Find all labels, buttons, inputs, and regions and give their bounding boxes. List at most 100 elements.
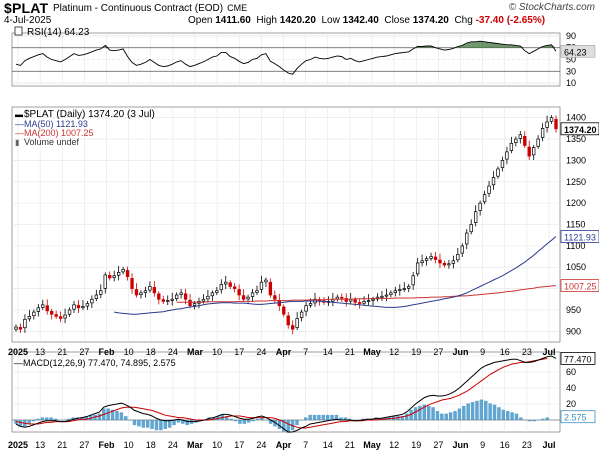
price-candle-body [134,289,139,296]
x-tick-label-bottom: 10 [212,440,222,450]
x-tick-label-mid: 16 [500,347,510,357]
price-candle-body [157,293,161,300]
macd-histogram-bar [62,420,67,421]
x-tick-label-bottom: 10 [124,440,134,450]
price-candle-body [465,232,469,245]
price-candle-body [286,315,290,326]
price-candle-body [148,286,152,291]
x-tick-label-bottom: 18 [146,440,156,450]
x-tick-label-bottom: 21 [345,440,355,450]
price-candle-body [192,303,197,306]
price-candle-body [447,263,451,266]
x-tick-label-mid: May [363,347,381,357]
price-candle-body [402,288,406,290]
macd-histogram-bar [479,399,484,420]
close-label: Close [384,15,410,26]
macd-histogram-bar [545,417,549,420]
macd-histogram-bar [299,420,304,421]
price-candle-body [340,296,344,299]
macd-histogram-bar [440,413,444,420]
price-candle-body [255,290,259,293]
x-tick-label-bottom: 13 [35,440,45,450]
price-candle-body [429,256,433,259]
macd-histogram-bar [536,420,541,421]
x-tick-label-bottom: May [363,440,381,450]
macd-histogram-bar [88,414,93,420]
price-y-tick: 1400 [566,113,586,123]
macd-histogram-bar [321,414,326,420]
rsi-overbought-fill [475,41,481,48]
price-candle-body [215,290,219,293]
price-candle-body [94,294,99,299]
price-candle-body [523,136,527,146]
quote-summary: Open 1411.60 High 1420.20 Low 1342.40 Cl… [188,15,545,26]
x-tick-label-bottom: 23 [522,440,532,450]
chg-label: Chg [454,15,473,26]
price-candle-body [76,304,81,309]
macd-histogram-bar [137,420,141,427]
macd-histogram-bar [532,420,536,422]
price-candle-body [161,299,165,302]
rsi-overbought-fill [471,41,476,48]
x-tick-label-mid: 24 [168,347,178,357]
macd-histogram-bar [352,420,356,421]
x-tick-label-mid: Jul [542,347,555,357]
price-candle-body [232,286,237,289]
low-label: Low [321,15,340,26]
price-candle-body [424,258,429,261]
x-tick-label-bottom: 27 [79,440,89,450]
price-candle-body [487,185,491,194]
rsi-overbought-fill [466,41,472,48]
x-tick-label-bottom: 24 [168,440,178,450]
rsi-legend-swatch [14,26,23,36]
rsi-overbought-fill [489,42,494,48]
price-candle-body [36,307,40,312]
price-candle-body [451,260,456,264]
price-candle-body [41,304,45,308]
x-tick-label-mid: Apr [276,347,292,357]
price-candle-body [14,326,18,330]
macd-histogram-bar [400,416,405,420]
price-candle-body [121,269,125,273]
price-y-tick: 900 [566,326,581,336]
macd-histogram-bar [172,420,176,426]
macd-histogram-bar [251,420,255,422]
price-candle-body [50,310,54,315]
macd-histogram-bar [27,420,31,424]
x-tick-label-mid: 19 [411,347,421,357]
price-candle-body [63,314,67,319]
x-tick-label-mid: Mar [187,347,204,357]
rsi-overbought-fill [484,41,490,48]
price-candle-body [438,259,442,264]
ma200-value-tag-text: 1007.25 [564,282,597,292]
x-tick-label-bottom: 17 [234,440,244,450]
rsi-overbought-fill [480,41,485,48]
price-candle-body [201,298,206,302]
high-label: High [256,15,277,26]
x-tick-label-mid: 23 [522,347,532,357]
macd-histogram-bar [418,405,422,420]
macd-histogram-bar [470,402,475,420]
price-candle-body [179,292,183,296]
price-candle-body [206,295,210,300]
x-tick-label-bottom: Jul [542,440,555,450]
price-candle-body [308,303,313,306]
macd-hist-tag-text: 2.575 [564,413,587,423]
low-value: 1342.40 [342,15,379,26]
macd-histogram-bar [435,411,440,420]
volume-legend: Volume undef [24,137,80,147]
price-candle-body [509,142,514,151]
open-value: 1411.60 [215,15,251,26]
price-candle-body [112,275,116,278]
rsi-legend: RSI(14) 64.23 [27,27,90,38]
macd-histogram-bar [462,405,466,420]
macd-hist-tag [560,410,596,424]
x-tick-label-mid: 10 [124,347,134,357]
x-tick-label-mid: 21 [345,347,355,357]
macd-histogram-bar [242,420,247,424]
price-candle-body [264,279,268,283]
price-candle-body [23,319,27,329]
chg-value: -37.40 (-2.65%) [475,15,546,26]
x-tick-label-mid: 24 [256,347,266,357]
